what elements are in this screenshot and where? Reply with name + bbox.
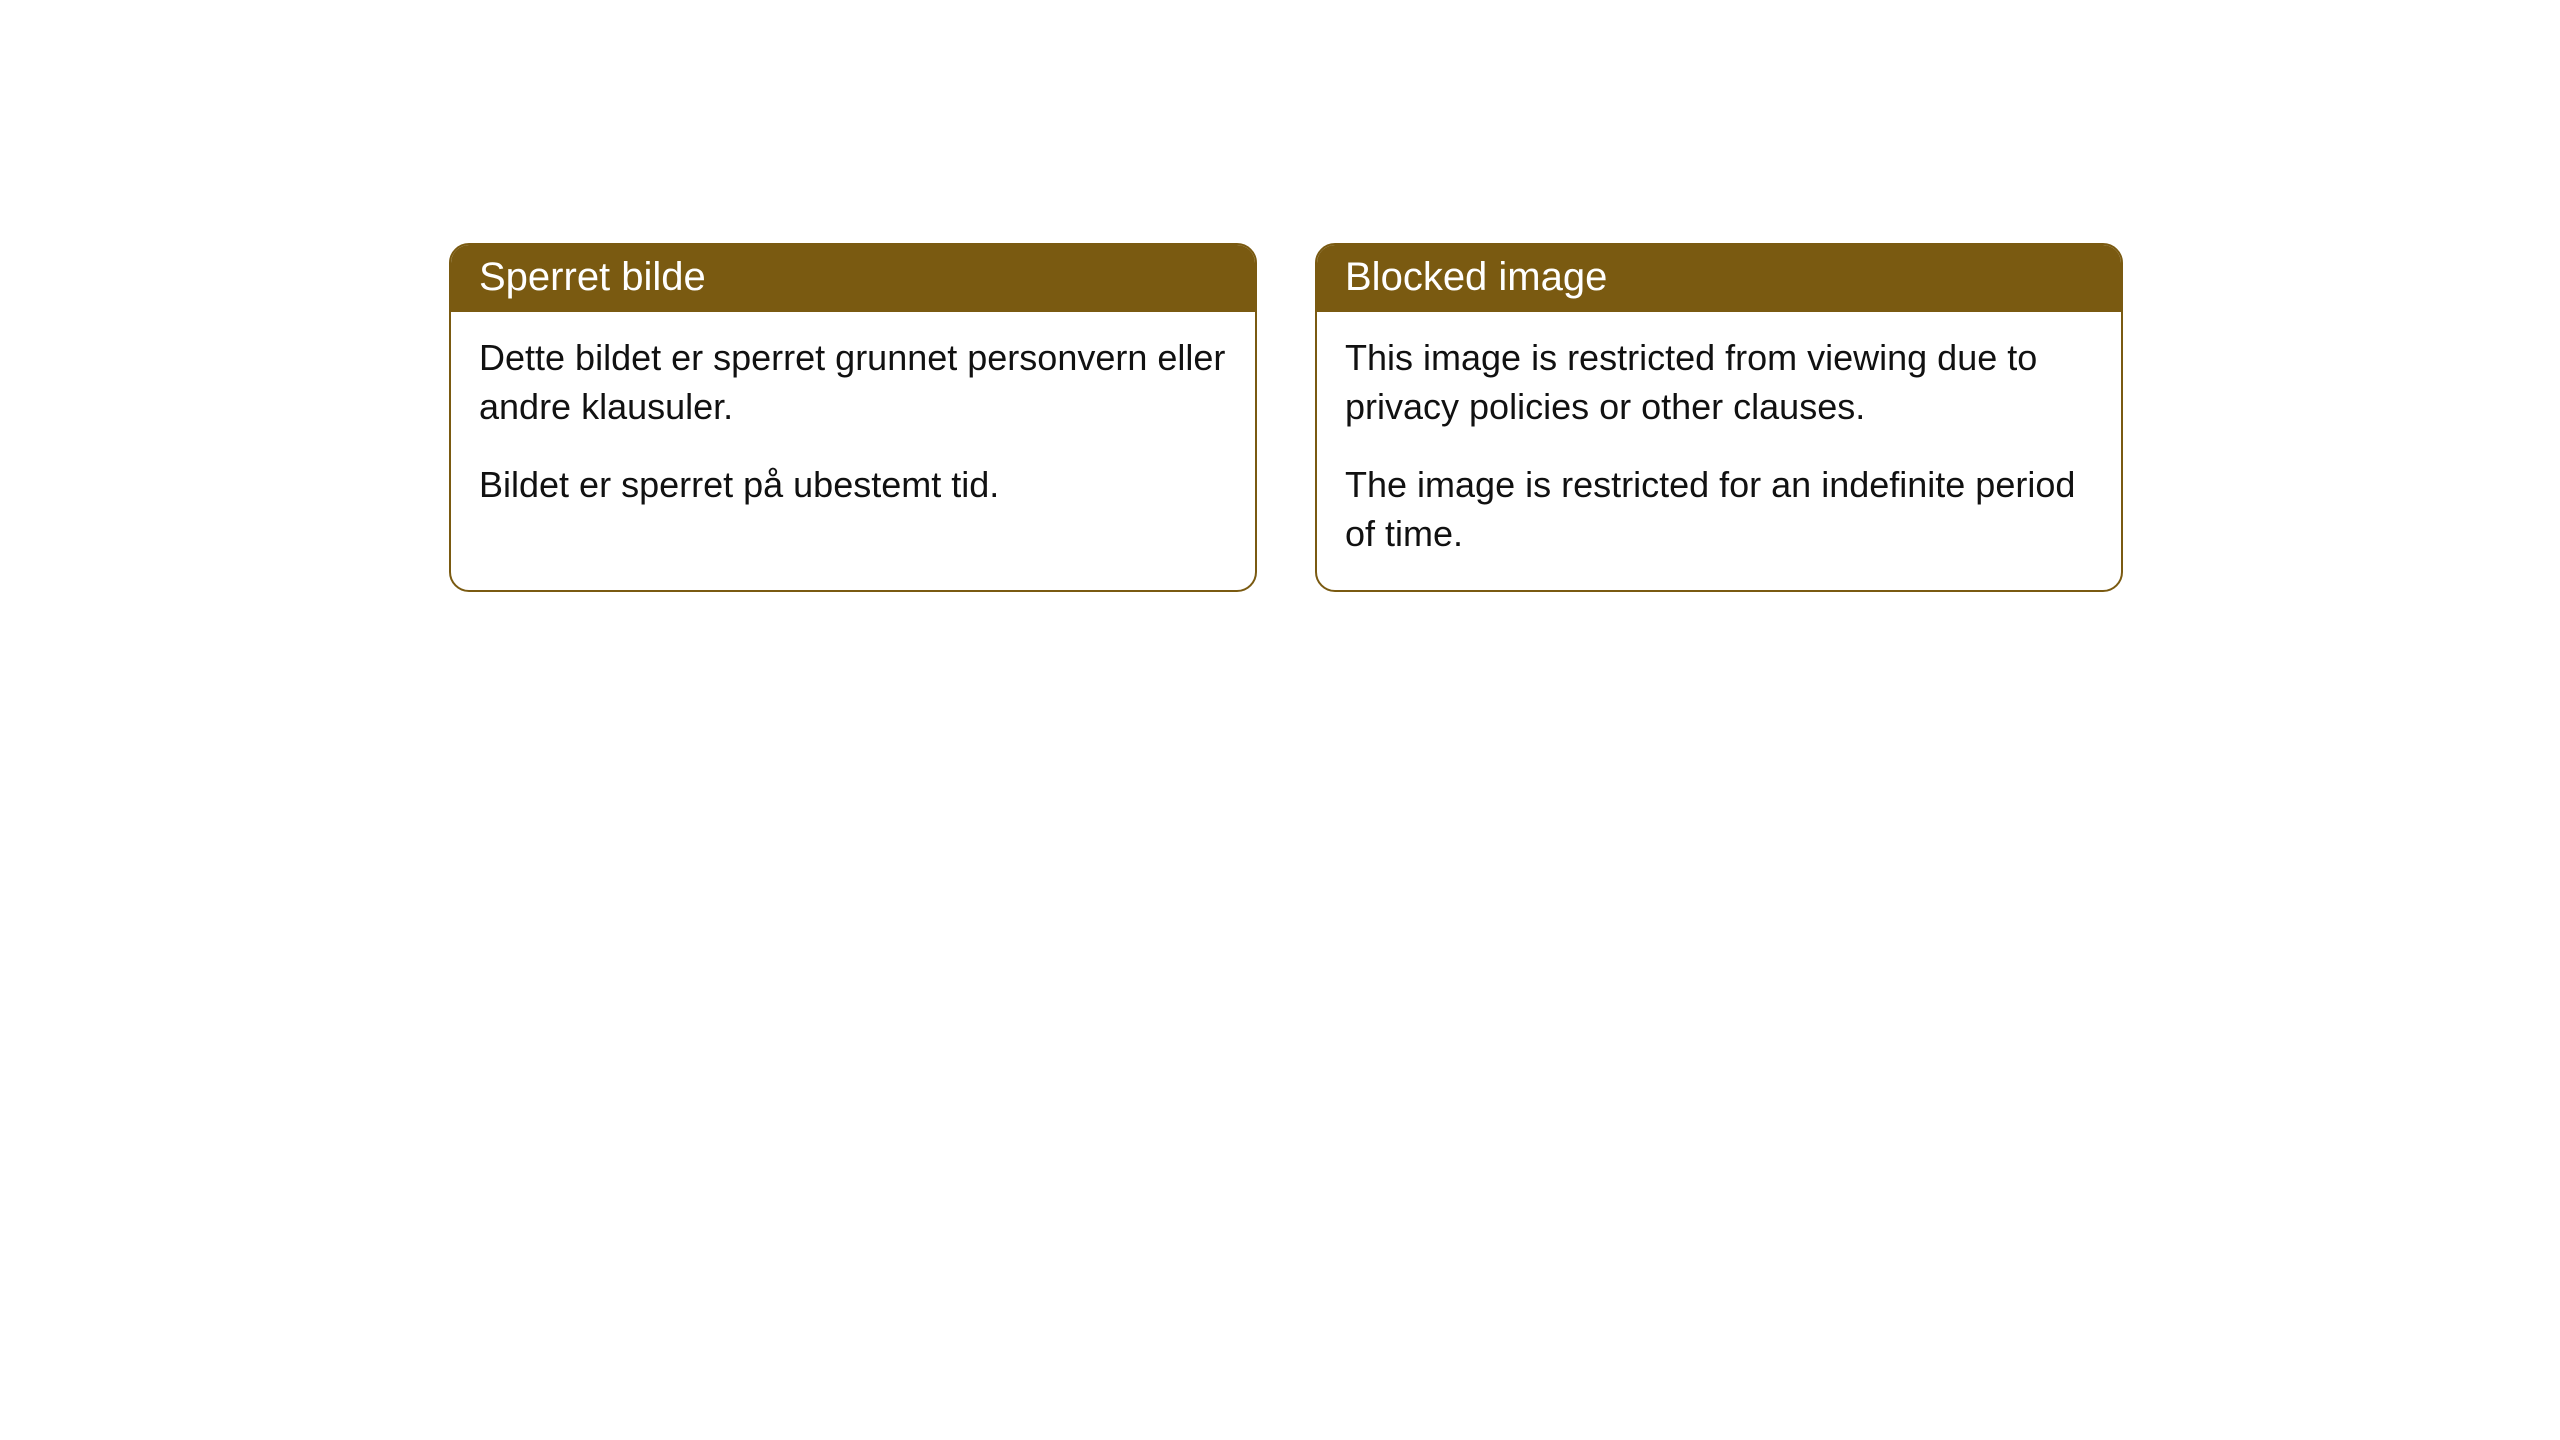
- card-paragraph: Dette bildet er sperret grunnet personve…: [479, 334, 1227, 431]
- card-title: Blocked image: [1345, 255, 1607, 299]
- card-header: Sperret bilde: [451, 245, 1255, 312]
- card-body: Dette bildet er sperret grunnet personve…: [451, 312, 1255, 542]
- card-title: Sperret bilde: [479, 255, 706, 299]
- card-header: Blocked image: [1317, 245, 2121, 312]
- notice-card-english: Blocked image This image is restricted f…: [1315, 243, 2123, 592]
- notice-card-norwegian: Sperret bilde Dette bildet er sperret gr…: [449, 243, 1257, 592]
- card-paragraph: This image is restricted from viewing du…: [1345, 334, 2093, 431]
- card-body: This image is restricted from viewing du…: [1317, 312, 2121, 590]
- card-paragraph: The image is restricted for an indefinit…: [1345, 461, 2093, 558]
- card-paragraph: Bildet er sperret på ubestemt tid.: [479, 461, 1227, 510]
- notice-cards-container: Sperret bilde Dette bildet er sperret gr…: [449, 243, 2123, 592]
